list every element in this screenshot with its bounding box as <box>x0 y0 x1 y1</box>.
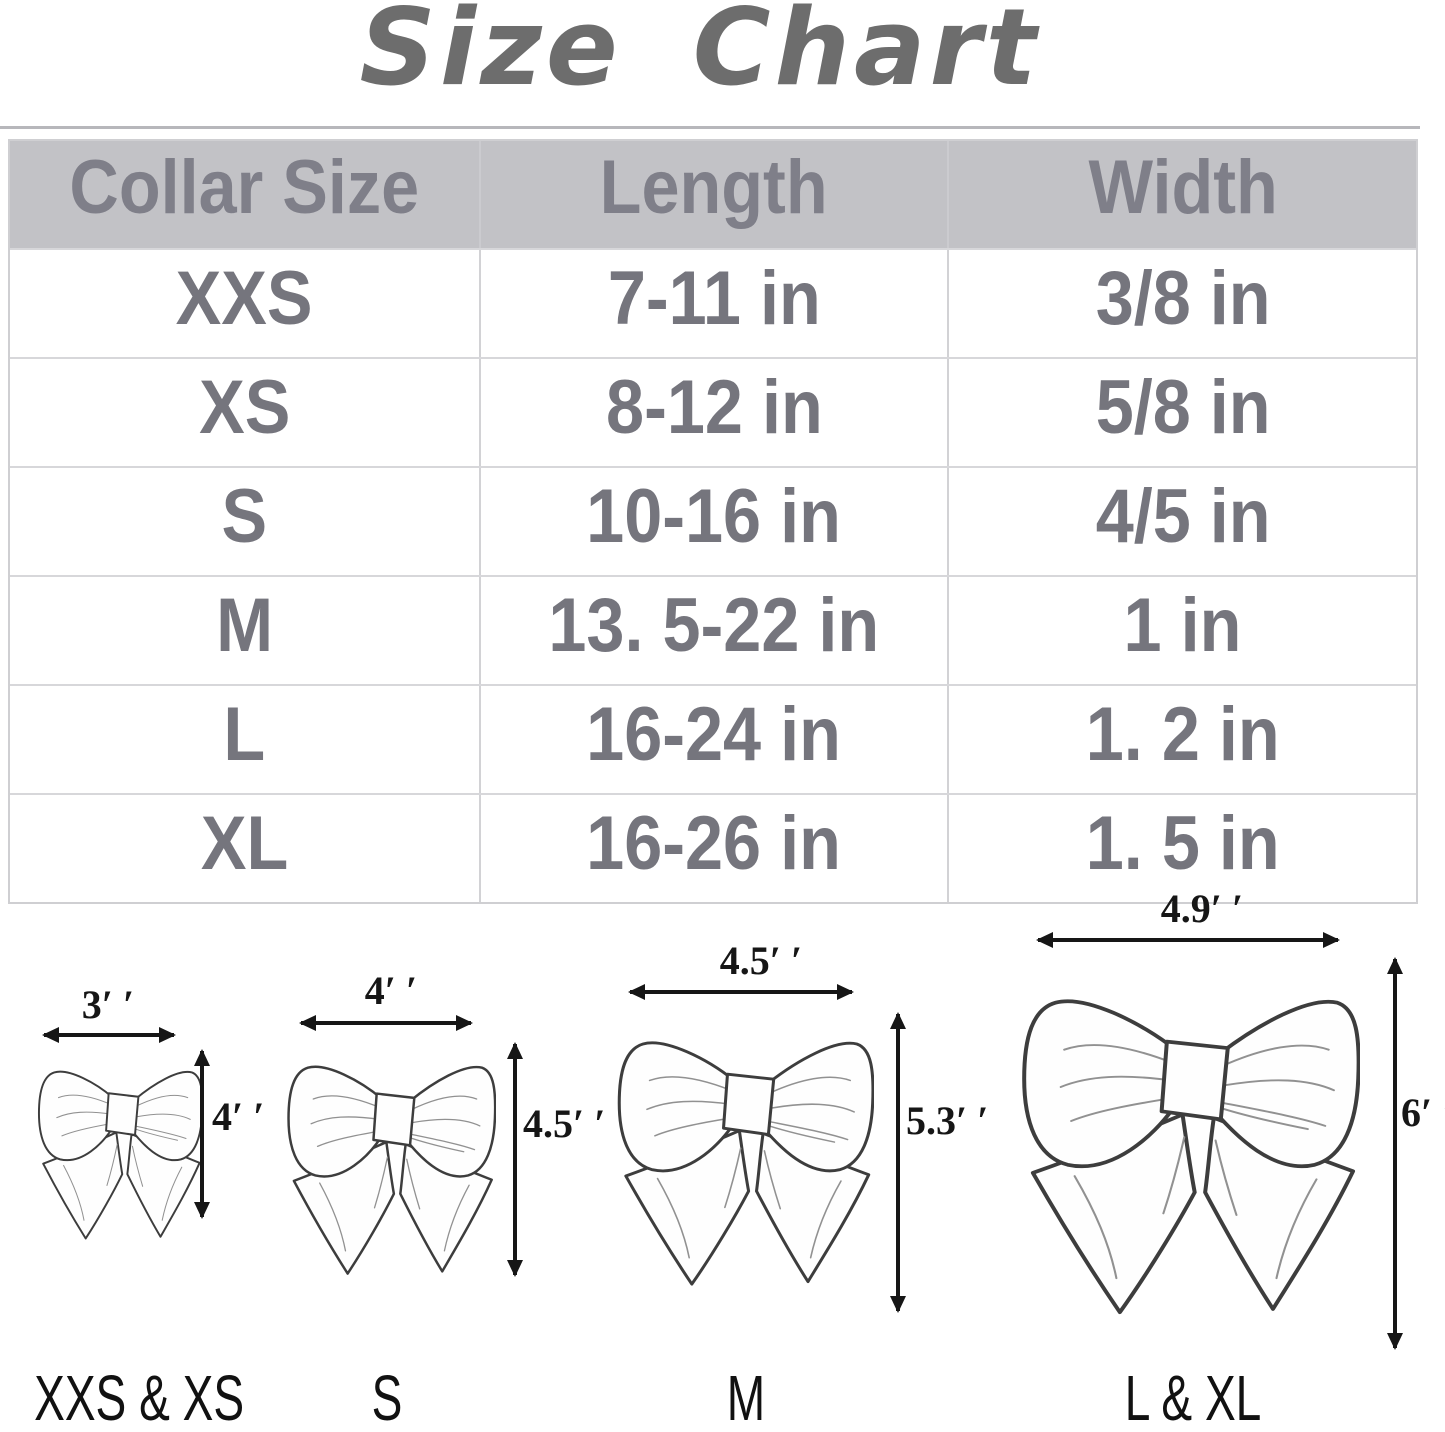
height-arrow <box>507 1042 523 1277</box>
cell-width: 5/8 in <box>947 359 1416 466</box>
page-title: Size Chart <box>359 0 1041 109</box>
table-header-row: Collar Size Length Width <box>10 141 1416 248</box>
figure-size-label: S <box>371 1362 403 1432</box>
width-dimension-label: 4′ ′ <box>364 968 418 1013</box>
cell-length: 16-26 in <box>478 795 948 902</box>
width-arrow <box>42 1027 176 1043</box>
bow-illustration-xxs-xs <box>37 1070 203 1240</box>
table-row-xl: XL 16-26 in 1. 5 in <box>10 793 1416 902</box>
figure-size-label: XXS & XS <box>34 1362 245 1432</box>
bow-illustration-m <box>617 1041 874 1286</box>
cell-size: XXS <box>175 256 313 341</box>
width-dimension-label: 4.5′ ′ <box>719 938 803 983</box>
height-arrow <box>890 1012 906 1313</box>
cell-width: 3/8 in <box>947 250 1416 357</box>
header-cell-collar-size: Collar Size <box>69 145 420 230</box>
cell-width: 1 in <box>947 577 1416 684</box>
width-arrow <box>299 1015 473 1031</box>
cell-width: 4/5 in <box>947 468 1416 575</box>
header-cell-width: Width <box>947 141 1416 248</box>
table-row-l: L 16-24 in 1. 2 in <box>10 684 1416 793</box>
table-row-xs: XS 8-12 in 5/8 in <box>10 357 1416 466</box>
height-dimension-label: 5.3′ ′ <box>906 1098 989 1143</box>
size-table: Collar Size Length Width XXS 7-11 in 3/8… <box>8 139 1418 904</box>
width-dimension-label: 4.9′ ′ <box>1160 886 1244 931</box>
width-dimension-label: 3′ ′ <box>81 982 135 1027</box>
table-row-xxs: XXS 7-11 in 3/8 in <box>10 248 1416 357</box>
cell-length: 16-24 in <box>478 686 948 793</box>
figure-size-label: M <box>726 1362 766 1432</box>
height-dimension-label: 6′ ′ <box>1401 1090 1445 1135</box>
height-arrow <box>194 1049 210 1219</box>
cell-length: 13. 5-22 in <box>478 577 948 684</box>
cell-width: 1. 2 in <box>947 686 1416 793</box>
cell-length: 10-16 in <box>478 468 948 575</box>
table-row-m: M 13. 5-22 in 1 in <box>10 575 1416 684</box>
header-cell-length: Length <box>478 141 948 248</box>
table-row-s: S 10-16 in 4/5 in <box>10 466 1416 575</box>
bow-illustration-l-xl <box>1012 946 1360 1343</box>
height-arrow <box>1387 957 1403 1350</box>
cell-size: XS <box>198 365 290 450</box>
cell-size: S <box>221 474 268 559</box>
cell-size: L <box>223 692 266 777</box>
cell-size: XL <box>200 801 289 886</box>
table-top-border <box>0 126 1420 129</box>
cell-width: 1. 5 in <box>947 795 1416 902</box>
bow-illustration-s <box>287 1065 496 1275</box>
height-dimension-label: 4.5′ ′ <box>523 1101 606 1146</box>
width-arrow <box>628 984 854 1000</box>
width-arrow <box>1036 932 1340 948</box>
height-dimension-label: 4′ ′ <box>212 1094 265 1139</box>
cell-length: 8-12 in <box>478 359 948 466</box>
cell-length: 7-11 in <box>478 250 948 357</box>
figure-size-label: L & XL <box>1124 1362 1262 1432</box>
cell-size: M <box>215 583 273 668</box>
